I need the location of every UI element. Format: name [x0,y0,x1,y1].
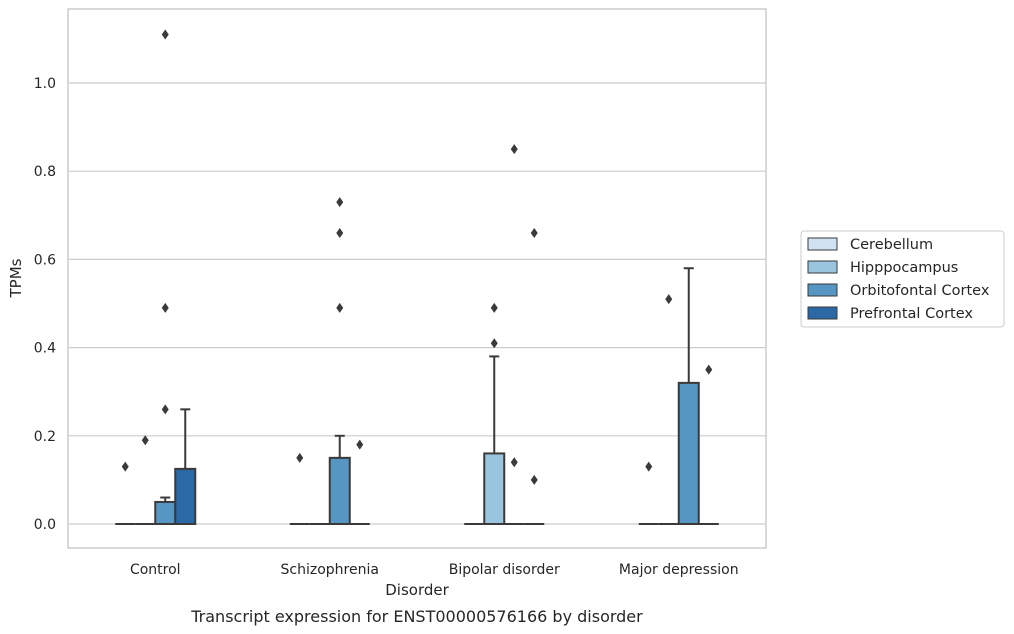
y-tick-label: 0.4 [34,341,56,357]
box-body [154,500,177,526]
legend-swatch [807,260,838,274]
legend-entries: Cerebellum Hipppocampus Orbitofontal Corte… [807,237,990,322]
box-body [483,452,506,525]
legend-swatch [807,237,838,251]
x-tick-label: Bipolar disorder [449,562,560,578]
box-body [677,381,700,525]
outlier-point [141,435,149,446]
legend-frame [800,230,1005,328]
y-axis-title: TPMs [7,258,25,298]
outlier-point [296,452,304,463]
box-1-2 [483,355,506,525]
box-body [328,456,351,526]
outlier-point [356,439,364,450]
outlier-point [490,302,498,313]
outlier-point [490,338,498,349]
outlier-point [161,404,169,415]
outlier-point [510,457,518,468]
box-2-1 [328,434,351,526]
x-tick-label: Schizophrenia [281,562,379,578]
outlier-point [121,461,129,472]
box-2-3 [677,267,700,525]
legend-swatch [807,283,838,297]
outlier-point [336,197,344,208]
legend: Cerebellum Hipppocampus Orbitofontal Corte… [800,230,1005,328]
box-body [174,467,197,525]
outlier-point [705,364,713,375]
outlier-point [336,302,344,313]
legend-label: Cerebellum [850,237,933,253]
y-tick-label: 0.6 [34,252,56,268]
legend-label: Hipppocampus [850,260,958,276]
x-tick-label: Control [130,562,181,578]
plot-frame [67,8,767,549]
box-3-0 [174,408,197,525]
outlier-point [510,144,518,155]
y-tick-label: 0.8 [34,164,56,180]
y-tick-labels: 0.0 0.2 0.4 0.6 0.8 1.0 [34,76,56,533]
outlier-point [530,227,538,238]
outlier-point [161,29,169,40]
x-axis-title: Disorder [385,581,449,599]
y-tick-label: 0.2 [34,429,56,445]
outliers [121,29,713,485]
x-tick-label: Major depression [619,562,739,578]
x-tick-labels: Control Schizophrenia Bipolar disorder Majo… [130,562,739,578]
legend-label: Prefrontal Cortex [850,306,973,322]
outlier-point [645,461,653,472]
legend-label: Orbitofontal Cortex [850,283,990,299]
gridlines [68,82,766,525]
outlier-point [665,294,673,305]
chart-caption: Transcript expression for ENST0000057616… [190,607,643,626]
outlier-point [336,227,344,238]
legend-swatch [807,306,838,320]
y-tick-label: 0.0 [34,517,56,533]
y-tick-label: 1.0 [34,76,56,92]
boxes [115,267,719,526]
box-2-0 [154,496,177,526]
outlier-point [530,474,538,485]
outlier-point [161,302,169,313]
